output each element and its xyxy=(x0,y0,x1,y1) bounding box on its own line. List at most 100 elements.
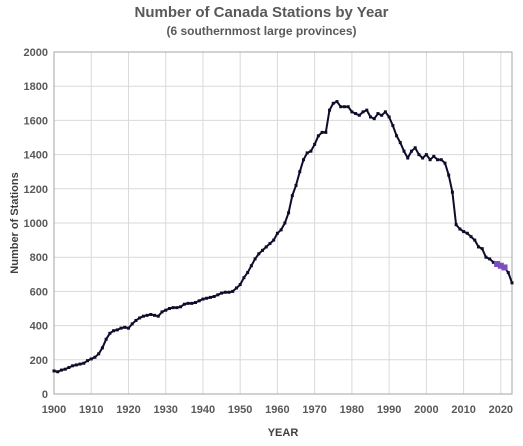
x-tick-label: 1930 xyxy=(153,404,177,416)
data-point xyxy=(138,316,142,320)
data-point xyxy=(227,290,231,294)
x-tick-label: 1990 xyxy=(377,404,401,416)
data-point xyxy=(275,231,279,235)
data-point xyxy=(167,307,171,310)
data-point xyxy=(160,310,164,314)
highlighted-data-point xyxy=(494,261,501,268)
data-point xyxy=(112,329,116,333)
data-point xyxy=(82,361,86,365)
data-point xyxy=(86,359,90,363)
data-point xyxy=(484,255,488,259)
y-tick-label: 1200 xyxy=(24,184,48,196)
data-point xyxy=(89,357,93,361)
data-point xyxy=(465,231,469,235)
data-point xyxy=(78,362,82,366)
series-line xyxy=(53,100,513,373)
x-tick-label: 2010 xyxy=(451,404,475,416)
chart-subtitle: (6 southernmost large provinces) xyxy=(166,24,357,38)
data-point xyxy=(417,153,421,157)
data-point xyxy=(216,293,220,297)
data-point xyxy=(123,325,127,329)
chart-title: Number of Canada Stations by Year xyxy=(134,4,389,21)
x-tick-label: 1960 xyxy=(265,404,289,416)
data-point xyxy=(253,257,257,261)
data-point xyxy=(74,363,78,367)
data-point xyxy=(190,301,194,305)
data-point xyxy=(462,230,466,234)
data-point xyxy=(331,101,335,105)
data-point xyxy=(335,100,339,104)
data-point xyxy=(488,257,492,261)
data-point xyxy=(376,112,380,116)
data-point xyxy=(316,134,320,138)
data-point xyxy=(506,271,510,275)
data-point xyxy=(476,245,480,249)
data-point xyxy=(342,105,346,109)
data-point xyxy=(383,110,387,114)
data-point xyxy=(104,337,108,341)
data-point xyxy=(130,322,134,326)
data-point xyxy=(298,170,302,174)
data-point xyxy=(365,108,369,112)
data-point xyxy=(432,154,436,158)
data-point xyxy=(164,308,168,312)
data-point xyxy=(52,369,56,373)
data-point xyxy=(197,299,201,303)
data-point xyxy=(454,223,458,227)
highlighted-data-point xyxy=(501,264,508,271)
data-point xyxy=(354,112,358,116)
y-tick-label: 600 xyxy=(30,286,48,298)
data-point xyxy=(480,247,484,251)
data-point xyxy=(380,113,384,117)
data-point xyxy=(436,158,440,162)
data-point xyxy=(242,276,246,280)
data-point xyxy=(261,248,265,252)
y-tick-label: 200 xyxy=(30,355,48,367)
data-point xyxy=(339,105,343,109)
data-point xyxy=(439,158,443,162)
y-tick-label: 1400 xyxy=(24,150,48,162)
data-point xyxy=(447,173,451,177)
data-point xyxy=(205,296,209,300)
data-point xyxy=(186,301,190,305)
data-point xyxy=(328,108,332,112)
data-point xyxy=(428,158,432,162)
data-point xyxy=(175,306,179,310)
y-tick-label: 1600 xyxy=(24,115,48,127)
data-point xyxy=(458,227,462,231)
data-point xyxy=(283,221,287,225)
data-point xyxy=(238,283,242,287)
data-point xyxy=(409,149,413,153)
data-point xyxy=(208,295,212,299)
data-point xyxy=(346,105,350,109)
data-point xyxy=(272,238,276,242)
x-tick-label: 1970 xyxy=(302,404,326,416)
data-point xyxy=(126,326,130,330)
data-point xyxy=(179,305,183,309)
data-point xyxy=(97,352,101,356)
data-point xyxy=(115,328,119,332)
data-point xyxy=(402,149,406,153)
data-point xyxy=(469,235,473,239)
data-point xyxy=(264,245,268,249)
data-point xyxy=(491,260,495,264)
data-point xyxy=(156,314,160,318)
data-point xyxy=(223,290,227,294)
data-point xyxy=(391,124,395,128)
x-axis-title: YEAR xyxy=(268,427,299,439)
data-point xyxy=(249,264,253,268)
x-tick-label: 2020 xyxy=(489,404,513,416)
data-point xyxy=(153,313,157,317)
data-point xyxy=(372,117,376,121)
data-point xyxy=(56,370,60,374)
data-point xyxy=(406,156,410,160)
data-point xyxy=(212,295,216,299)
data-point xyxy=(100,346,104,350)
highlighted-data-point xyxy=(497,262,504,269)
data-point xyxy=(413,146,417,150)
data-point xyxy=(268,242,272,246)
data-point xyxy=(246,271,250,275)
data-point xyxy=(424,153,428,157)
x-tick-label: 1940 xyxy=(191,404,215,416)
data-point xyxy=(93,355,97,359)
